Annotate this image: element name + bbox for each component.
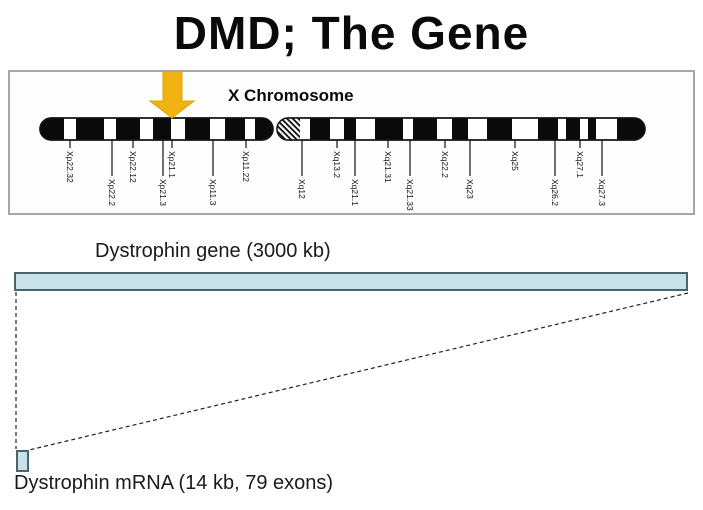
- chromosome-band: [452, 118, 468, 140]
- band-label: Xp21.1: [167, 151, 177, 178]
- centromere: [277, 118, 300, 140]
- band-label: Xp22.12: [128, 151, 138, 183]
- x-chromosome-label: X Chromosome: [228, 86, 354, 105]
- chromosome-panel: Xp22.32 Xp22.12 Xp21.1 Xp11.22 Xq13.2 Xq21.31…: [8, 70, 695, 215]
- ideogram-svg: Xp22.32 Xp22.12 Xp21.1 Xp11.22 Xq13.2 Xq21.31…: [39, 71, 646, 211]
- band-label: Xq23: [465, 179, 475, 199]
- chromosome-band: [344, 118, 356, 140]
- dmd-locus-arrow-icon: [148, 71, 196, 119]
- chromosome-band: [40, 118, 64, 140]
- chromosome-band: [310, 118, 330, 140]
- band-label: Xq25: [510, 151, 520, 171]
- dystrophin-mrna-box: [16, 450, 29, 472]
- chromosome-band: [566, 118, 580, 140]
- band-label: Xp11.3: [208, 179, 218, 206]
- dashed-line-diagonal: [28, 292, 689, 451]
- chromosome-band: [375, 118, 403, 140]
- mrna-label: Dystrophin mRNA (14 kb, 79 exons): [14, 472, 334, 494]
- band-label: Xq21.31: [383, 151, 393, 183]
- chromosome-band: [225, 118, 245, 140]
- band-label: Xq27.3: [597, 179, 607, 206]
- band-label: Xp22.32: [65, 151, 75, 183]
- band-label: Xp11.22: [241, 151, 251, 182]
- chromosome-band: [487, 118, 512, 140]
- chromosome-band: [153, 118, 171, 140]
- chromosome-band: [538, 118, 558, 140]
- band-label: Xq21.1: [350, 179, 360, 206]
- page-title: DMD; The Gene: [173, 7, 530, 59]
- band-label: Xq21.33: [405, 179, 415, 211]
- band-label: Xp22.2: [107, 179, 117, 206]
- chromosome-band: [185, 118, 210, 140]
- chromosome-band: [76, 118, 104, 140]
- chromosome-band: [116, 118, 140, 140]
- band-label: Xq22.2: [440, 151, 450, 178]
- band-label: Xq27.1: [575, 151, 585, 178]
- chromosome-band: [617, 118, 645, 140]
- band-label: Xq13.2: [332, 151, 342, 178]
- band-label: Xq12: [297, 179, 307, 199]
- band-label: Xq26.2: [550, 179, 560, 206]
- chromosome-band: [255, 118, 273, 140]
- chromosome-band: [413, 118, 437, 140]
- gene-label: Dystrophin gene (3000 kb): [95, 240, 331, 262]
- band-label: Xp21.3: [158, 179, 168, 206]
- chromosome-band: [588, 118, 596, 140]
- dystrophin-gene-bar: [14, 272, 688, 291]
